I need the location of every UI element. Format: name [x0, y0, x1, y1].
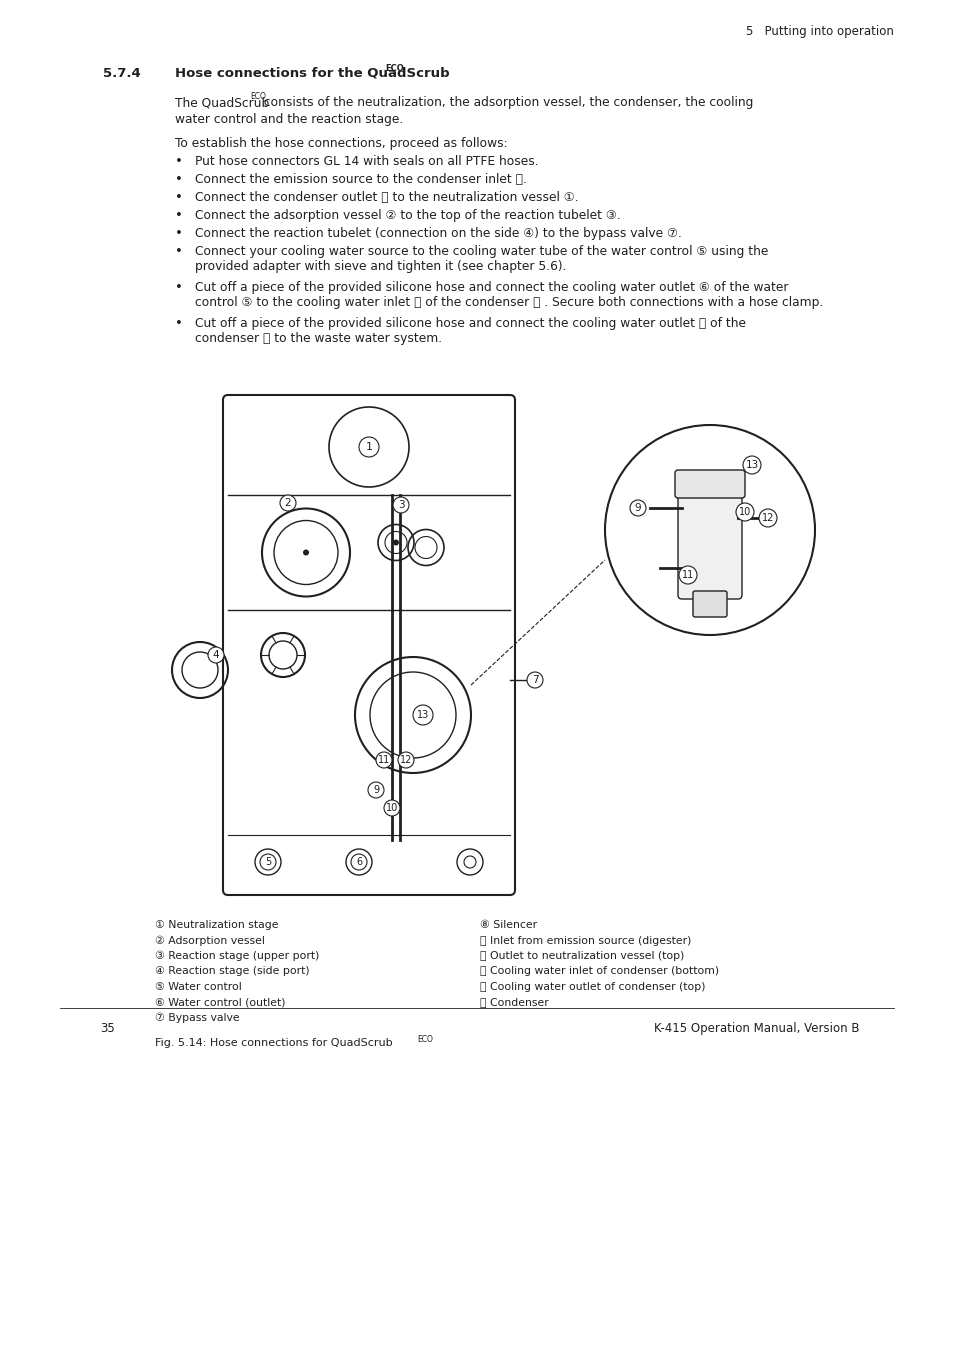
Text: 5.7.4: 5.7.4 [103, 68, 141, 80]
Text: 9: 9 [373, 784, 378, 795]
Circle shape [679, 566, 697, 585]
Text: •: • [174, 227, 183, 240]
Circle shape [735, 504, 753, 521]
Text: ECO: ECO [250, 92, 266, 101]
Text: Connect the condenser outlet Ⓙ to the neutralization vessel ①.: Connect the condenser outlet Ⓙ to the ne… [194, 190, 578, 204]
Text: ⓨ Inlet from emission source (digester): ⓨ Inlet from emission source (digester) [479, 936, 691, 945]
Text: 10: 10 [739, 508, 750, 517]
Text: Ⓕ Cooling water inlet of condenser (bottom): Ⓕ Cooling water inlet of condenser (bott… [479, 967, 719, 976]
Text: 35: 35 [100, 1022, 114, 1035]
Circle shape [604, 425, 814, 634]
Text: •: • [174, 173, 183, 186]
Text: Cut off a piece of the provided silicone hose and connect the cooling water outl: Cut off a piece of the provided silicone… [194, 281, 822, 309]
Text: ⑧ Silencer: ⑧ Silencer [479, 919, 537, 930]
Text: Connect the emission source to the condenser inlet ⓨ.: Connect the emission source to the conde… [194, 173, 526, 186]
Text: Connect the reaction tubelet (connection on the side ④) to the bypass valve ⑦.: Connect the reaction tubelet (connection… [194, 227, 681, 240]
Text: 13: 13 [416, 710, 429, 720]
Text: Ⓙ Outlet to neutralization vessel (top): Ⓙ Outlet to neutralization vessel (top) [479, 950, 683, 961]
Text: 5   Putting into operation: 5 Putting into operation [745, 26, 893, 38]
FancyBboxPatch shape [675, 470, 744, 498]
Text: Cut off a piece of the provided silicone hose and connect the cooling water outl: Cut off a piece of the provided silicone… [194, 317, 745, 346]
Text: 11: 11 [681, 570, 694, 580]
Text: Put hose connectors GL 14 with seals on all PTFE hoses.: Put hose connectors GL 14 with seals on … [194, 155, 538, 167]
Circle shape [208, 647, 224, 663]
Circle shape [384, 801, 399, 815]
Text: 6: 6 [355, 857, 362, 867]
Circle shape [526, 672, 542, 688]
Text: ECO: ECO [385, 63, 403, 73]
Text: ECO: ECO [416, 1034, 433, 1044]
Text: To establish the hose connections, proceed as follows:: To establish the hose connections, proce… [174, 136, 507, 150]
Text: consists of the neutralization, the adsorption vessel, the condenser, the coolin: consists of the neutralization, the adso… [260, 96, 753, 109]
Circle shape [368, 782, 384, 798]
Text: •: • [174, 190, 183, 204]
Text: ③ Reaction stage (upper port): ③ Reaction stage (upper port) [154, 950, 319, 961]
Circle shape [393, 540, 398, 545]
Circle shape [759, 509, 776, 526]
Circle shape [303, 549, 309, 555]
Text: 10: 10 [385, 803, 397, 813]
Text: ④ Reaction stage (side port): ④ Reaction stage (side port) [154, 967, 310, 976]
Text: ⑤ Water control: ⑤ Water control [154, 981, 241, 992]
Circle shape [397, 752, 414, 768]
Text: 5: 5 [265, 857, 271, 867]
Text: ⑦ Bypass valve: ⑦ Bypass valve [154, 1012, 239, 1023]
Text: 2: 2 [284, 498, 291, 508]
Text: •: • [174, 317, 183, 329]
Text: K-415 Operation Manual, Version B: K-415 Operation Manual, Version B [654, 1022, 859, 1035]
Text: 12: 12 [761, 513, 774, 522]
Text: Ⓖ Cooling water outlet of condenser (top): Ⓖ Cooling water outlet of condenser (top… [479, 981, 705, 992]
Text: Ⓗ Condenser: Ⓗ Condenser [479, 998, 548, 1007]
Circle shape [260, 855, 275, 869]
Circle shape [742, 456, 760, 474]
Text: 13: 13 [744, 460, 758, 470]
FancyBboxPatch shape [692, 591, 726, 617]
Text: Fig. 5.14: Hose connections for QuadScrub: Fig. 5.14: Hose connections for QuadScru… [154, 1038, 393, 1049]
Text: water control and the reaction stage.: water control and the reaction stage. [174, 113, 403, 126]
Text: The QuadScrub: The QuadScrub [174, 96, 269, 109]
Text: •: • [174, 244, 183, 258]
Text: •: • [174, 209, 183, 221]
Text: 1: 1 [365, 441, 372, 452]
Circle shape [413, 705, 433, 725]
FancyBboxPatch shape [678, 491, 741, 599]
Text: 12: 12 [399, 755, 412, 765]
Circle shape [358, 437, 378, 458]
FancyBboxPatch shape [223, 396, 515, 895]
Circle shape [280, 495, 295, 512]
Text: 4: 4 [213, 649, 219, 660]
Text: 7: 7 [531, 675, 537, 684]
Text: ① Neutralization stage: ① Neutralization stage [154, 919, 278, 930]
Circle shape [351, 855, 367, 869]
Text: 9: 9 [634, 504, 640, 513]
Text: Connect your cooling water source to the cooling water tube of the water control: Connect your cooling water source to the… [194, 244, 767, 273]
Text: ⑥ Water control (outlet): ⑥ Water control (outlet) [154, 998, 285, 1007]
Text: Hose connections for the QuadScrub: Hose connections for the QuadScrub [174, 68, 449, 80]
Circle shape [629, 500, 645, 516]
Circle shape [375, 752, 392, 768]
Circle shape [393, 497, 409, 513]
Text: 3: 3 [397, 500, 404, 510]
Text: •: • [174, 281, 183, 294]
Text: •: • [174, 155, 183, 167]
Text: ② Adsorption vessel: ② Adsorption vessel [154, 936, 265, 946]
Text: Connect the adsorption vessel ② to the top of the reaction tubelet ③.: Connect the adsorption vessel ② to the t… [194, 209, 620, 221]
Text: 11: 11 [377, 755, 390, 765]
